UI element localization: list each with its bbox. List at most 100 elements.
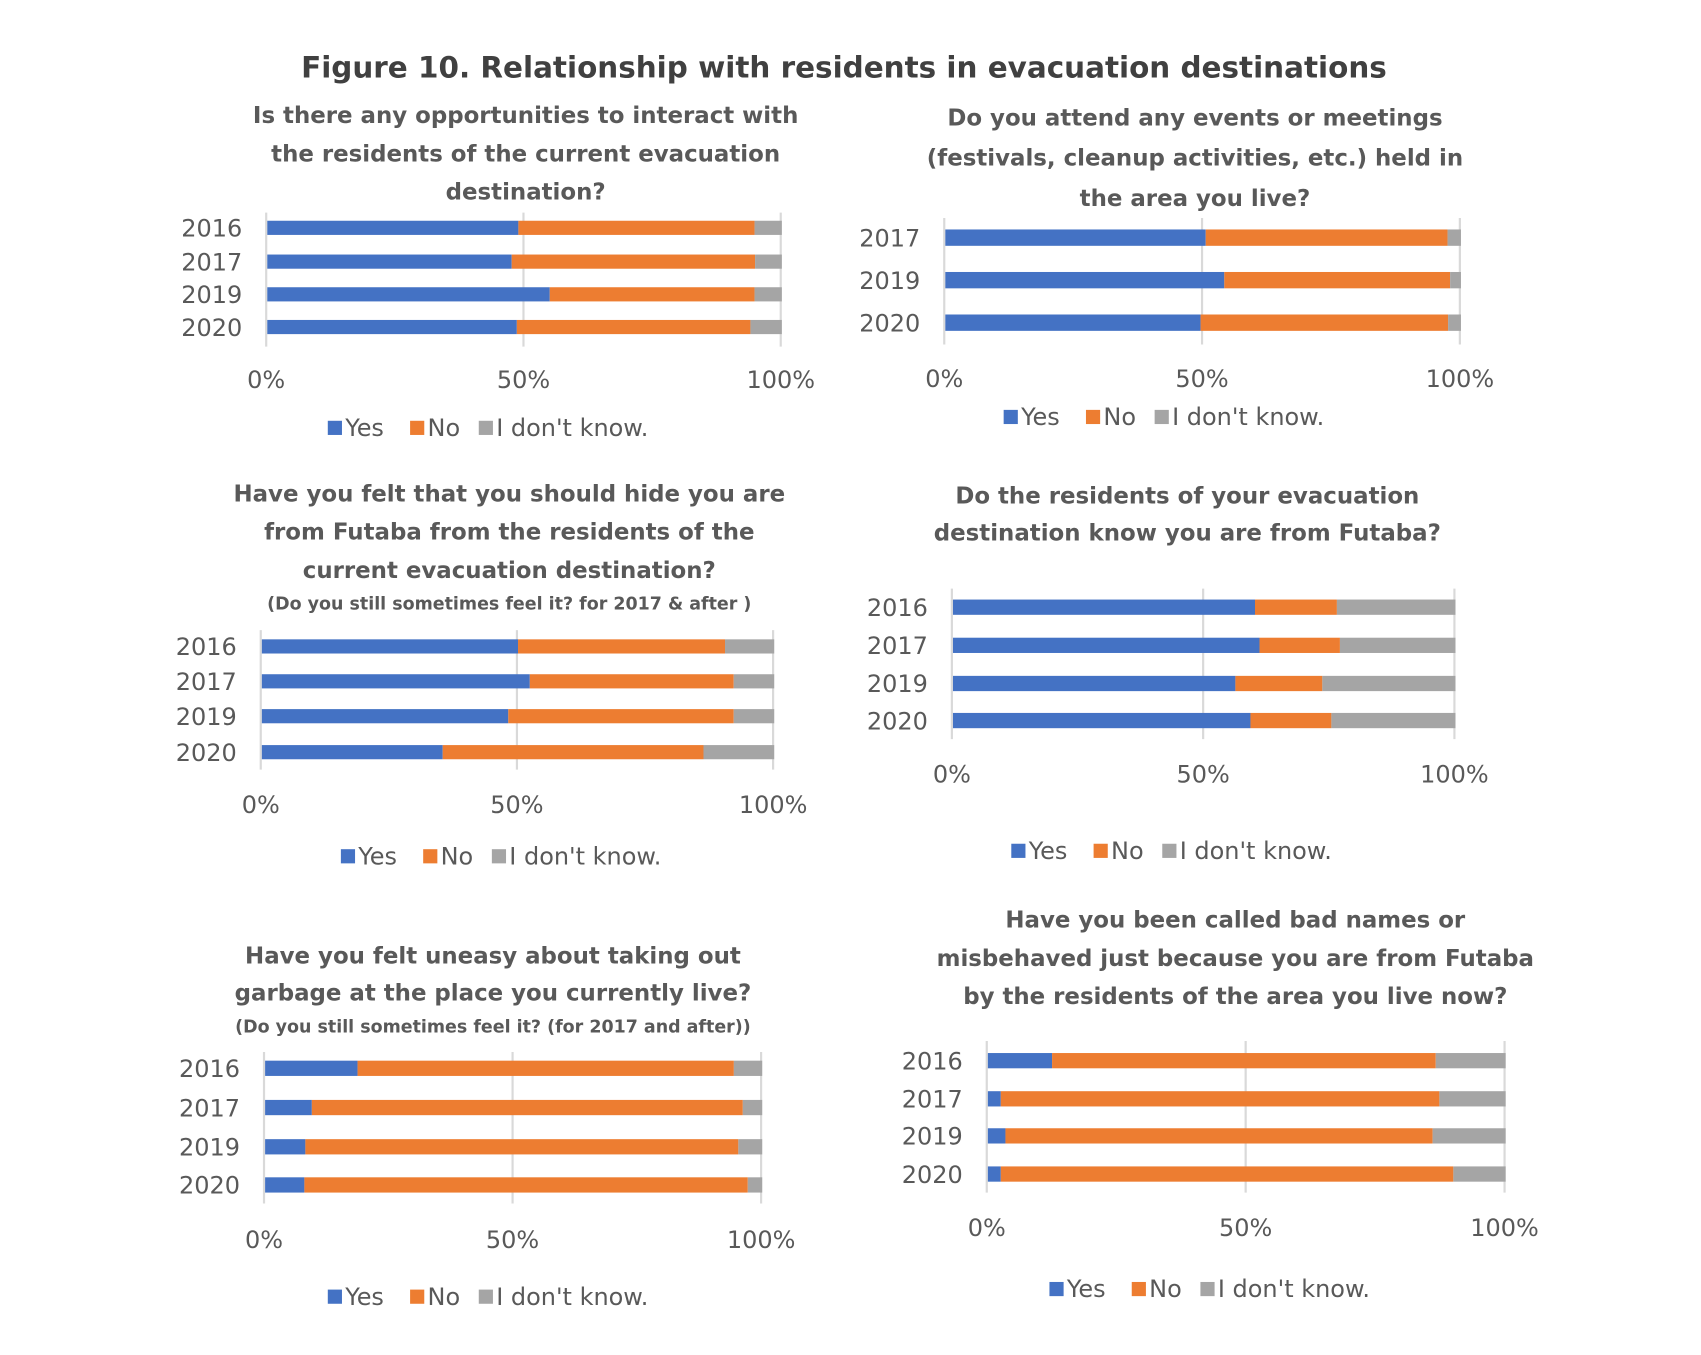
bar-yes: [987, 1166, 1001, 1182]
x-tick-label: 50%: [1177, 761, 1230, 789]
legend-swatch: [1011, 843, 1026, 858]
bar-no: [442, 745, 704, 760]
bar-no: [1224, 271, 1451, 289]
legend-label: No: [1111, 837, 1144, 865]
bar-idontknow: [755, 254, 782, 269]
legend-label: I don't know.: [1218, 1275, 1370, 1303]
bar-idontknow: [1447, 229, 1461, 246]
category-label: 2016: [176, 633, 237, 661]
x-tick-label: 50%: [497, 366, 550, 394]
bar-idontknow: [1331, 712, 1456, 729]
chart-5: Have you felt uneasy about taking out gar…: [179, 944, 795, 1311]
bar-yes: [952, 675, 1236, 692]
bar-yes: [261, 745, 443, 760]
legend-label: I don't know.: [509, 842, 661, 870]
bar-idontknow: [738, 1139, 763, 1155]
chart-title-line: (festivals, cleanup activities, etc.) he…: [927, 146, 1463, 172]
legend-label: No: [1103, 403, 1136, 431]
legend-label: No: [1149, 1275, 1182, 1303]
legend: Yes No I don't know.: [327, 1283, 648, 1311]
bar-no: [1005, 1128, 1433, 1144]
legend-label: I don't know.: [1180, 837, 1332, 865]
chart-title-line: destination know you are from Futaba?: [934, 521, 1441, 547]
bar-no: [1200, 314, 1449, 331]
bar-idontknow: [747, 1177, 763, 1193]
bar-idontknow: [733, 674, 775, 689]
legend-swatch: [491, 849, 507, 864]
x-tick-label: 100%: [1470, 1214, 1539, 1242]
legend-swatch: [410, 1289, 425, 1304]
bar-idontknow: [1448, 314, 1461, 331]
bar-yes: [265, 1139, 306, 1155]
bar-yes: [265, 1177, 305, 1193]
x-tick-label: 50%: [490, 791, 543, 819]
legend-swatch: [340, 849, 356, 864]
chart-title-line: garbage at the place you currently live?: [235, 981, 752, 1007]
category-label: 2017: [181, 248, 242, 276]
category-label: 2020: [179, 1172, 240, 1200]
bar-yes: [945, 271, 1225, 289]
bar-idontknow: [725, 639, 775, 654]
legend-label: Yes: [1066, 1275, 1106, 1303]
bar-idontknow: [1439, 1091, 1506, 1107]
category-label: 2017: [867, 632, 928, 660]
bar-no: [516, 319, 751, 335]
legend-swatch: [327, 1289, 342, 1304]
category-label: 2019: [176, 703, 237, 731]
legend-swatch: [1200, 1281, 1215, 1297]
bar-idontknow: [1435, 1053, 1506, 1069]
bar-idontknow: [754, 287, 782, 302]
chart-title-line: from Futaba from the residents of the: [264, 520, 754, 546]
bar-idontknow: [742, 1099, 763, 1116]
category-label: 2019: [902, 1123, 963, 1151]
chart-1: Is there any opportunities to interact w…: [181, 103, 815, 442]
chart-title-line: Have you felt that you should hide you a…: [233, 481, 785, 507]
legend: Yes No I don't know.: [1049, 1275, 1370, 1303]
legend-label: I don't know.: [496, 1283, 648, 1311]
category-label: 2016: [181, 215, 242, 243]
bar-yes: [952, 599, 1255, 615]
figure-title: Figure 10. Relationship with residents i…: [301, 50, 1387, 84]
x-tick-label: 0%: [242, 791, 280, 819]
chart-title-line: Is there any opportunities to interact w…: [253, 103, 798, 129]
category-label: 2019: [181, 281, 242, 309]
bar-no: [305, 1139, 739, 1155]
category-label: 2020: [867, 707, 928, 735]
chart-title-line: Have you felt uneasy about taking out: [245, 944, 741, 970]
category-label: 2019: [867, 670, 928, 698]
category-label: 2019: [859, 267, 920, 295]
x-tick-label: 0%: [245, 1226, 283, 1254]
x-tick-label: 0%: [247, 366, 285, 394]
bar-idontknow: [754, 220, 782, 235]
legend-label: Yes: [344, 414, 384, 442]
bar-no: [311, 1099, 743, 1116]
bar-no: [508, 709, 734, 724]
bar-idontknow: [1453, 1166, 1506, 1182]
legend-swatch: [1131, 1281, 1146, 1297]
legend-swatch: [478, 1289, 493, 1304]
chart-title-line: by the residents of the area you live no…: [963, 984, 1507, 1010]
legend-swatch: [1154, 409, 1169, 425]
bar-no: [518, 639, 726, 654]
chart-title-line: misbehaved just because you are from Fut…: [937, 946, 1534, 972]
bar-yes: [261, 639, 519, 654]
legend-swatch: [1003, 409, 1018, 425]
legend-swatch: [1162, 843, 1177, 858]
bar-idontknow: [750, 319, 782, 335]
x-tick-label: 0%: [968, 1214, 1006, 1242]
bar-no: [518, 220, 755, 235]
bar-yes: [267, 287, 550, 302]
category-label: 2020: [181, 314, 242, 342]
bar-idontknow: [733, 1060, 763, 1076]
bar-yes: [265, 1099, 312, 1116]
x-tick-label: 100%: [1420, 761, 1489, 789]
x-tick-label: 0%: [925, 365, 963, 393]
category-label: 2020: [176, 739, 237, 767]
category-label: 2017: [176, 668, 237, 696]
bar-no: [1235, 675, 1323, 692]
bar-no: [1250, 712, 1332, 729]
chart-subtitle: (Do you still sometimes feel it? for 201…: [267, 594, 751, 614]
legend: Yes No I don't know.: [1003, 403, 1324, 431]
chart-title-line: current evacuation destination?: [303, 558, 716, 584]
